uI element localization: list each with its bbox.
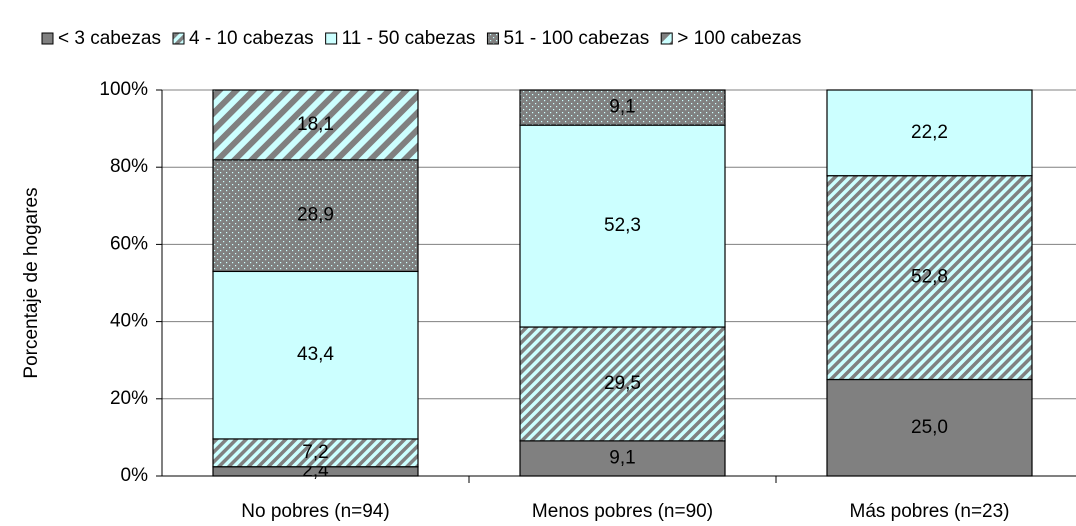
legend-swatch	[325, 32, 338, 45]
legend-swatch	[660, 32, 673, 45]
bar-segment	[519, 440, 726, 477]
y-axis-label: Porcentaje de hogares	[21, 187, 42, 378]
legend-label: 51 - 100 cabezas	[503, 28, 649, 49]
legend-label: 4 - 10 cabezas	[189, 28, 314, 49]
data-label: 18,1	[297, 114, 334, 135]
data-label: 52,8	[911, 267, 948, 288]
legend-label: 11 - 50 cabezas	[342, 28, 476, 49]
y-tick-label: 60%	[110, 233, 148, 254]
y-tick-label: 20%	[110, 388, 148, 409]
data-label: 43,4	[297, 344, 334, 365]
data-label: 25,0	[911, 417, 948, 438]
bar-segment	[519, 89, 726, 126]
bar-segment	[826, 89, 1033, 177]
data-label: 28,9	[297, 205, 334, 226]
bar-segment	[212, 89, 419, 161]
y-tick-label: 40%	[110, 311, 148, 332]
x-tick-label: Más pobres (n=23)	[850, 501, 1010, 522]
data-label: 9,1	[609, 447, 635, 468]
legend-swatch	[41, 32, 54, 45]
bar-segment	[212, 270, 419, 440]
data-label: 29,5	[604, 373, 641, 394]
data-label: 22,2	[911, 122, 948, 143]
bar-segment	[212, 438, 419, 468]
legend-label: < 3 cabezas	[58, 28, 161, 49]
bar-segment	[826, 378, 1033, 477]
y-tick-label: 100%	[99, 79, 148, 100]
bar-segment	[826, 175, 1033, 381]
data-label: 7,2	[302, 442, 328, 463]
x-tick-label: No pobres (n=94)	[241, 501, 389, 522]
data-label: 9,1	[609, 97, 635, 118]
x-tick-label: Menos pobres (n=90)	[532, 501, 713, 522]
legend-swatch	[486, 32, 499, 45]
legend-label: > 100 cabezas	[677, 28, 801, 49]
bar-segment	[519, 326, 726, 442]
y-tick-label: 0%	[121, 465, 149, 486]
bar-segment	[212, 159, 419, 273]
legend-swatch	[172, 32, 185, 45]
y-tick-label: 80%	[110, 156, 148, 177]
bar-segment	[519, 124, 726, 328]
data-label: 52,3	[604, 215, 641, 236]
